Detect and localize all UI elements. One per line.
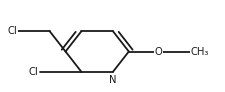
Text: O: O: [154, 47, 161, 56]
Text: Cl: Cl: [29, 67, 38, 77]
Text: Cl: Cl: [7, 26, 17, 36]
Text: N: N: [109, 75, 116, 85]
Text: CH₃: CH₃: [190, 47, 208, 56]
